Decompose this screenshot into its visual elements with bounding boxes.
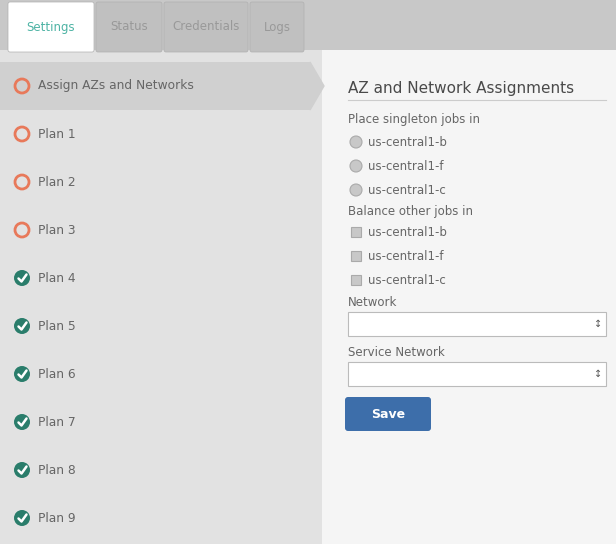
FancyBboxPatch shape <box>348 312 606 336</box>
Circle shape <box>14 270 30 286</box>
FancyBboxPatch shape <box>0 0 616 50</box>
Text: Service Network: Service Network <box>348 345 445 358</box>
FancyBboxPatch shape <box>0 62 310 110</box>
Text: Status: Status <box>110 21 148 34</box>
Text: us-central1-f: us-central1-f <box>368 159 444 172</box>
FancyBboxPatch shape <box>96 2 162 52</box>
FancyBboxPatch shape <box>250 2 304 52</box>
Text: us-central1-c: us-central1-c <box>368 274 446 287</box>
Circle shape <box>350 160 362 172</box>
Text: Save: Save <box>371 407 405 421</box>
FancyBboxPatch shape <box>351 227 361 237</box>
Polygon shape <box>310 62 324 110</box>
FancyBboxPatch shape <box>164 2 248 52</box>
Text: Settings: Settings <box>26 21 75 34</box>
Text: Balance other jobs in: Balance other jobs in <box>348 206 473 219</box>
Text: Assign AZs and Networks: Assign AZs and Networks <box>38 79 194 92</box>
FancyBboxPatch shape <box>351 251 361 261</box>
Circle shape <box>14 414 30 430</box>
Text: Place singleton jobs in: Place singleton jobs in <box>348 114 480 127</box>
FancyBboxPatch shape <box>0 50 322 544</box>
Circle shape <box>350 184 362 196</box>
FancyBboxPatch shape <box>8 2 94 52</box>
Text: Plan 2: Plan 2 <box>38 176 76 189</box>
Circle shape <box>14 318 30 334</box>
FancyBboxPatch shape <box>351 275 361 285</box>
Text: Plan 3: Plan 3 <box>38 224 76 237</box>
Text: Plan 7: Plan 7 <box>38 416 76 429</box>
Text: Plan 5: Plan 5 <box>38 319 76 332</box>
Circle shape <box>350 136 362 148</box>
Text: ↕: ↕ <box>594 319 602 329</box>
Text: ↕: ↕ <box>594 369 602 379</box>
Text: Plan 4: Plan 4 <box>38 271 76 285</box>
Circle shape <box>14 462 30 478</box>
Text: Logs: Logs <box>264 21 291 34</box>
Text: us-central1-b: us-central1-b <box>368 135 447 149</box>
FancyBboxPatch shape <box>348 362 606 386</box>
Text: us-central1-b: us-central1-b <box>368 226 447 238</box>
FancyBboxPatch shape <box>322 50 616 544</box>
Text: AZ and Network Assignments: AZ and Network Assignments <box>348 81 574 96</box>
Text: us-central1-c: us-central1-c <box>368 183 446 196</box>
Text: Plan 9: Plan 9 <box>38 511 76 524</box>
Text: Plan 6: Plan 6 <box>38 368 76 380</box>
Circle shape <box>14 366 30 382</box>
Circle shape <box>14 510 30 526</box>
FancyBboxPatch shape <box>345 397 431 431</box>
Text: Plan 8: Plan 8 <box>38 463 76 477</box>
Text: Network: Network <box>348 295 397 308</box>
Text: Plan 1: Plan 1 <box>38 127 76 140</box>
Text: us-central1-f: us-central1-f <box>368 250 444 263</box>
Text: Credentials: Credentials <box>172 21 240 34</box>
